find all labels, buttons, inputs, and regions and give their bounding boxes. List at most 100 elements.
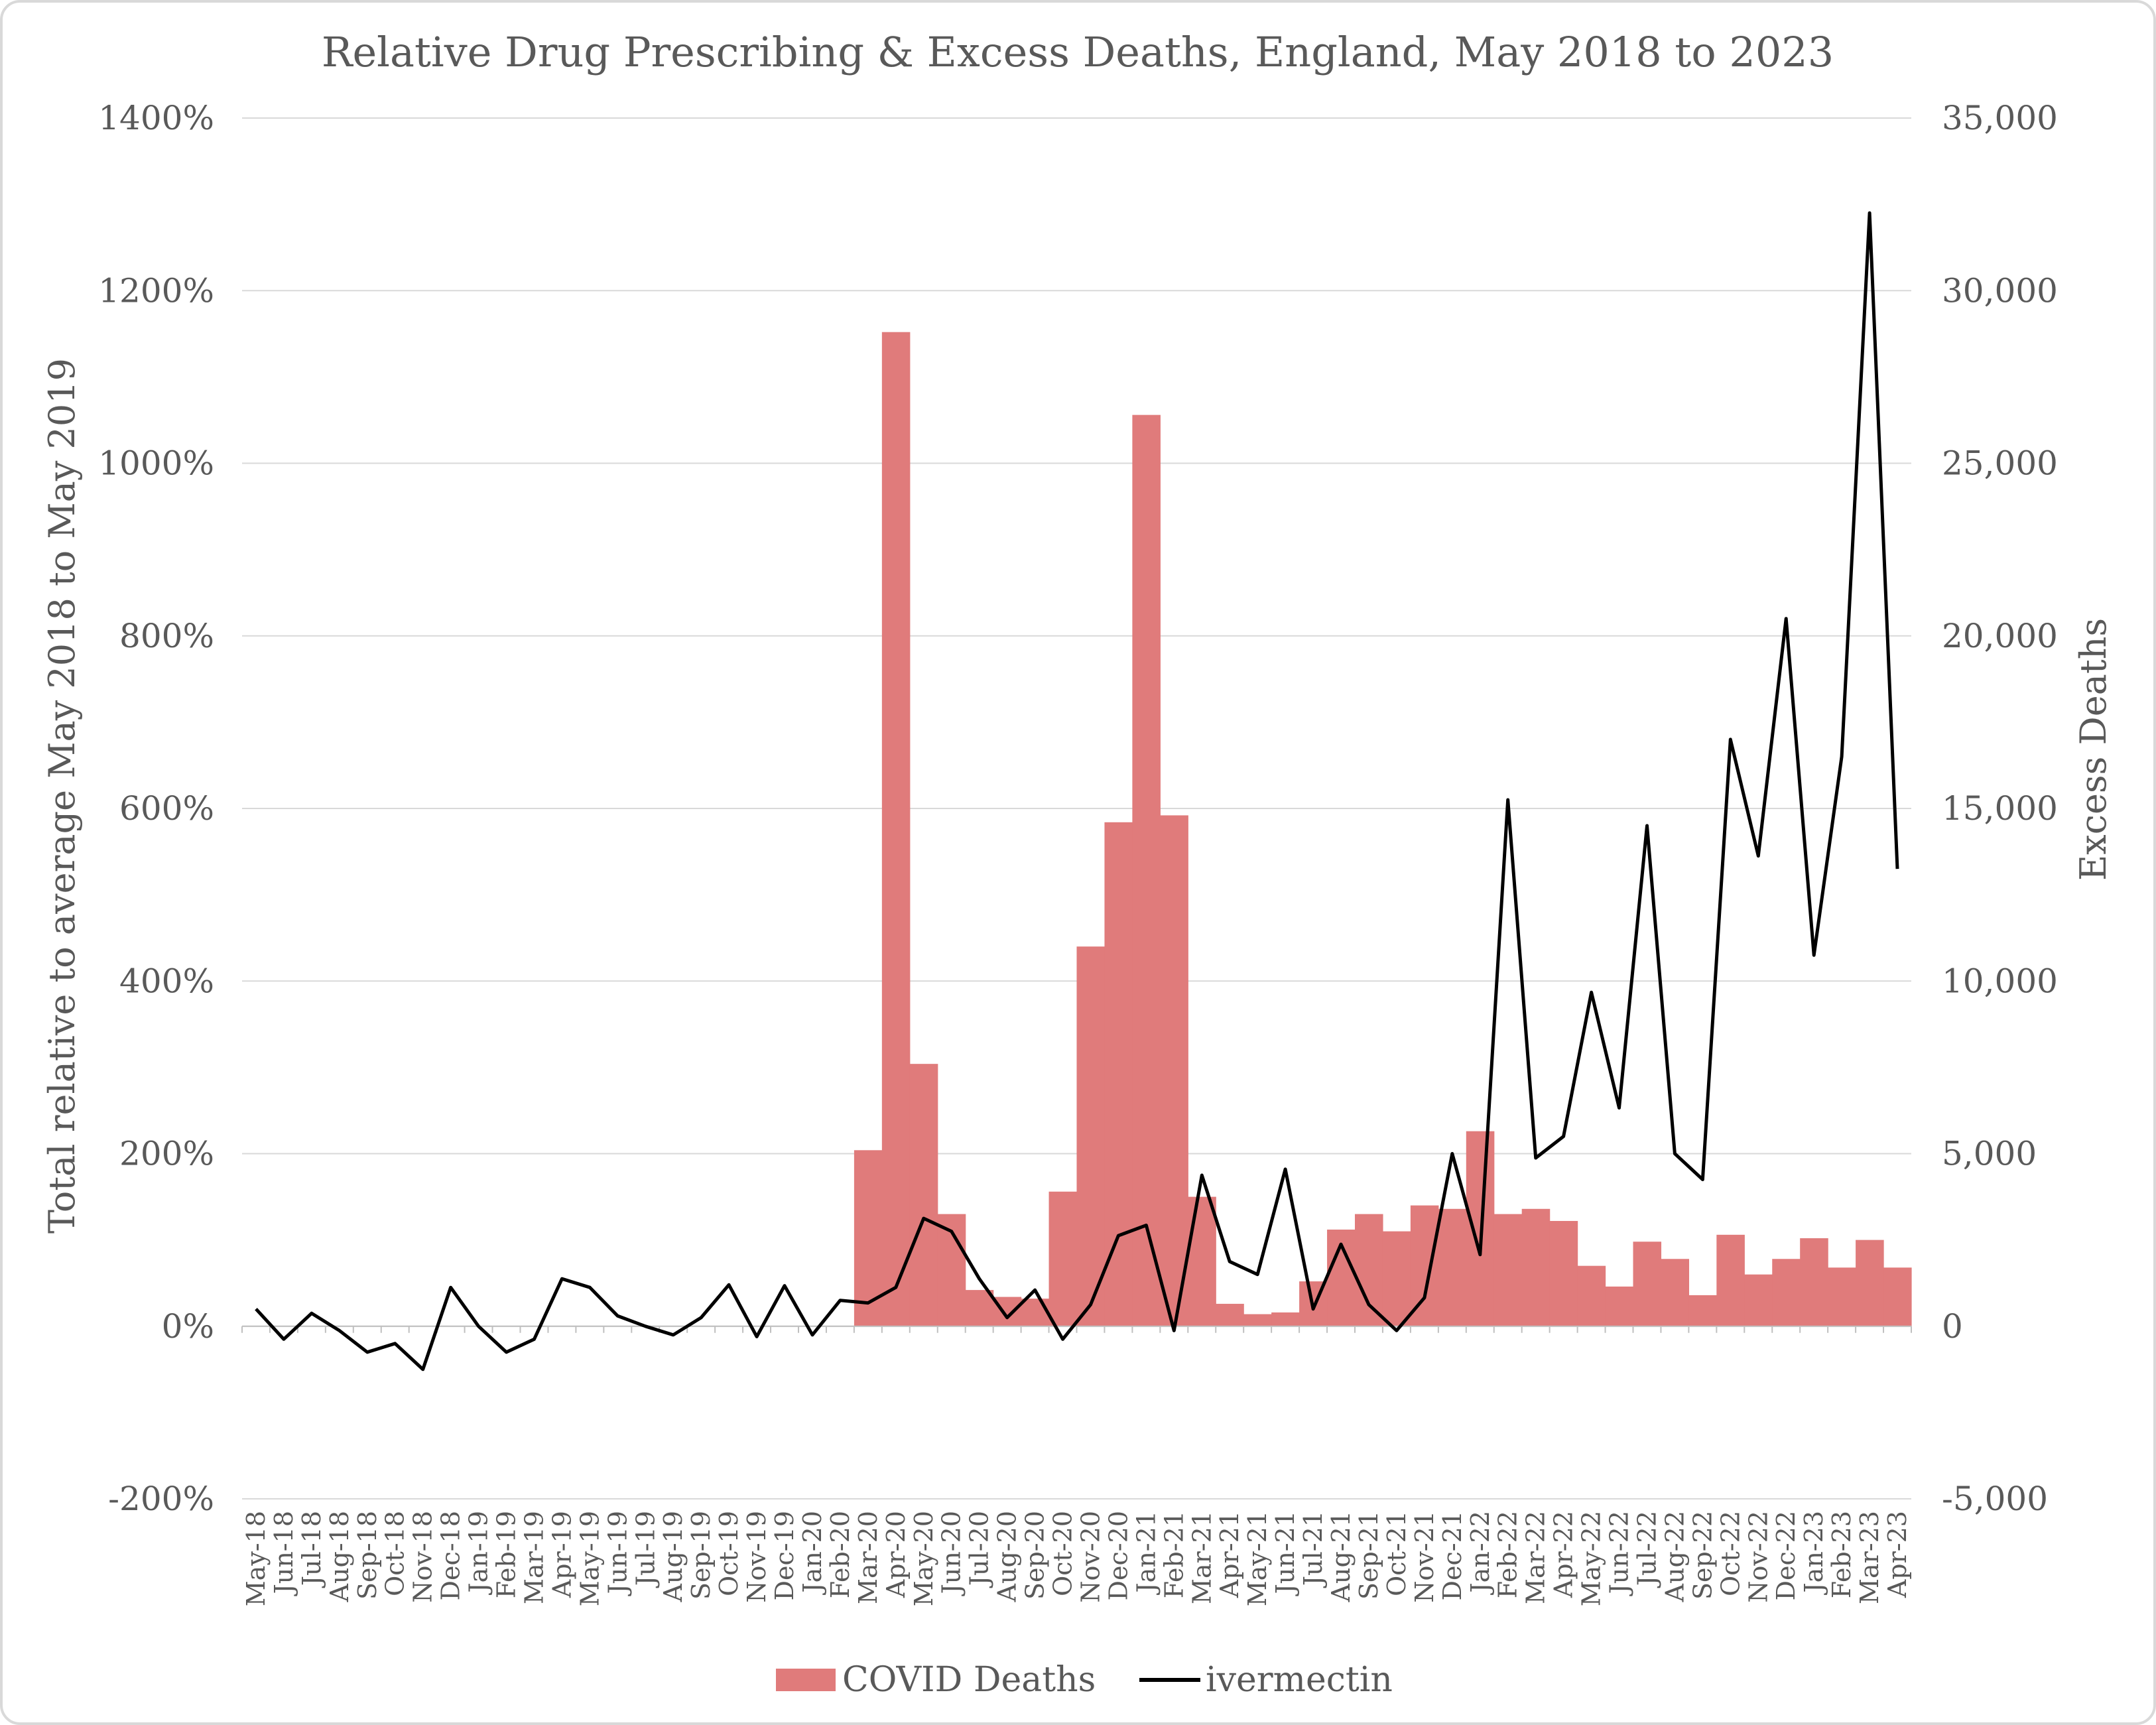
x-tick-label: Nov-19 <box>742 1511 771 1603</box>
y-axis-right-ticks: -5,000 0 5,000 10,000 15,000 20,000 25,000 30,0… <box>1942 99 2058 1518</box>
x-tick-label: Sep-20 <box>1021 1511 1050 1600</box>
bar-covid-deaths <box>1661 1259 1689 1326</box>
chart-title: Relative Drug Prescribing & Excess Death… <box>322 28 1834 76</box>
x-tick-label: Jan-23 <box>1799 1511 1828 1596</box>
y-right-tick-label: 5,000 <box>1942 1135 2037 1173</box>
bar-covid-deaths <box>1076 946 1106 1326</box>
bar-covid-deaths <box>1521 1208 1551 1326</box>
x-tick-label: Sep-18 <box>353 1511 382 1600</box>
y-right-tick-label: 20,000 <box>1942 617 2058 655</box>
bar-covid-deaths <box>993 1297 1022 1326</box>
x-tick-label: Mar-23 <box>1855 1511 1884 1604</box>
x-tick-label: Aug-20 <box>993 1511 1022 1602</box>
legend-swatch-covid-deaths <box>776 1669 836 1691</box>
bar-covid-deaths <box>1271 1312 1300 1326</box>
bar-covid-deaths <box>1104 822 1133 1326</box>
x-tick-label: Feb-23 <box>1827 1511 1856 1598</box>
x-tick-label: May-19 <box>575 1511 604 1606</box>
bar-covid-deaths <box>965 1290 994 1326</box>
y-right-tick-label: 10,000 <box>1942 962 2058 1000</box>
x-tick-label: May-21 <box>1243 1511 1272 1606</box>
x-tick-label: Jul-18 <box>297 1511 326 1588</box>
bar-covid-deaths <box>1188 1196 1216 1326</box>
x-tick-label: Aug-19 <box>659 1511 688 1602</box>
y-right-tick-label: 0 <box>1942 1307 1963 1346</box>
x-tick-label: Oct-20 <box>1048 1511 1078 1596</box>
y-left-tick-label: 0% <box>162 1307 214 1346</box>
y-axis-left-ticks: -200% 0% 200% 400% 600% 800% 1000% 1200% 1400% <box>98 99 214 1518</box>
x-tick-label: Feb-20 <box>826 1511 855 1598</box>
line-series-ivermectin <box>255 211 1899 1372</box>
y-right-tick-label: 15,000 <box>1942 789 2058 828</box>
x-tick-label: Jan-21 <box>1131 1511 1161 1596</box>
x-tick-label: Nov-22 <box>1744 1511 1773 1603</box>
x-tick-label: Nov-21 <box>1410 1511 1439 1603</box>
bar-covid-deaths <box>1856 1240 1884 1326</box>
legend-label-covid-deaths: COVID Deaths <box>842 1660 1096 1700</box>
bar-covid-deaths <box>1216 1303 1244 1326</box>
bar-covid-deaths <box>1772 1259 1801 1326</box>
y-left-tick-label: 400% <box>119 962 214 1000</box>
x-tick-label: Feb-21 <box>1159 1511 1188 1598</box>
y-left-tick-label: 200% <box>119 1135 214 1173</box>
y-right-tick-label: 35,000 <box>1942 99 2058 137</box>
bar-covid-deaths <box>909 1064 938 1326</box>
x-tick-label: Sep-21 <box>1354 1511 1383 1600</box>
bar-covid-deaths <box>1633 1242 1662 1326</box>
bar-covid-deaths <box>854 1150 883 1326</box>
bar-covid-deaths <box>1716 1234 1745 1326</box>
x-tick-label: Apr-19 <box>547 1511 576 1598</box>
bar-covid-deaths <box>1382 1231 1411 1326</box>
bar-covid-deaths <box>1883 1267 1912 1326</box>
x-tick-label: Jan-19 <box>464 1511 493 1596</box>
x-tick-label: Mar-22 <box>1521 1511 1551 1604</box>
legend: COVID Deaths ivermectin <box>776 1660 1393 1700</box>
x-tick-label: Dec-20 <box>1104 1511 1133 1600</box>
x-tick-label: Mar-21 <box>1187 1511 1216 1604</box>
line-ivermectin <box>255 211 1899 1372</box>
x-tick-label: Oct-22 <box>1716 1511 1745 1596</box>
x-tick-label: Jul-19 <box>631 1511 660 1588</box>
x-tick-label: May-20 <box>909 1511 938 1606</box>
bar-covid-deaths <box>1438 1208 1467 1326</box>
x-tick-label: Jul-21 <box>1299 1511 1328 1588</box>
bar-covid-deaths <box>1355 1214 1383 1326</box>
y-left-tick-label: -200% <box>108 1480 214 1518</box>
x-tick-label: Apr-21 <box>1215 1511 1244 1598</box>
y-axis-left-label: Total relative to average May 2018 to Ma… <box>41 358 83 1234</box>
x-tick-label: Dec-22 <box>1771 1511 1801 1600</box>
x-axis-ticks: May-18Jun-18Jul-18Aug-18Sep-18Oct-18Nov-… <box>241 1511 1912 1606</box>
y-right-tick-label: 25,000 <box>1942 444 2058 483</box>
bar-series-covid-deaths <box>854 332 1912 1326</box>
y-axis-right-label: Excess Deaths <box>2072 618 2114 881</box>
x-tick-label: Aug-18 <box>325 1511 354 1602</box>
x-tick-label: Jul-22 <box>1633 1511 1662 1588</box>
x-tick-label: Jan-20 <box>798 1511 827 1596</box>
x-tick-label: Mar-20 <box>854 1511 883 1604</box>
x-tick-label: Jun-21 <box>1271 1511 1300 1596</box>
x-tick-label: Feb-22 <box>1493 1511 1523 1598</box>
legend-label-ivermectin: ivermectin <box>1206 1660 1393 1700</box>
x-tick-label: Jun-18 <box>269 1511 298 1596</box>
x-tick-label: Oct-19 <box>714 1511 743 1596</box>
y-left-tick-label: 1000% <box>98 444 214 483</box>
x-tick-label: Dec-18 <box>436 1511 466 1600</box>
y-left-tick-label: 600% <box>119 789 214 828</box>
bar-covid-deaths <box>1493 1214 1523 1326</box>
bar-covid-deaths <box>1800 1238 1828 1326</box>
x-tick-label: Jun-22 <box>1605 1511 1634 1596</box>
bar-covid-deaths <box>881 332 911 1326</box>
bar-covid-deaths <box>1048 1191 1078 1326</box>
x-tick-label: Mar-19 <box>520 1511 549 1604</box>
x-tick-label: Aug-21 <box>1326 1511 1356 1602</box>
y-left-tick-label: 1400% <box>98 99 214 137</box>
y-right-tick-label: 30,000 <box>1942 271 2058 310</box>
x-tick-label: May-22 <box>1577 1511 1606 1606</box>
x-tick-label: Sep-22 <box>1688 1511 1717 1600</box>
x-tick-label: Apr-22 <box>1549 1511 1578 1598</box>
bar-covid-deaths <box>1549 1220 1578 1326</box>
x-tick-label: Jul-20 <box>965 1511 994 1588</box>
